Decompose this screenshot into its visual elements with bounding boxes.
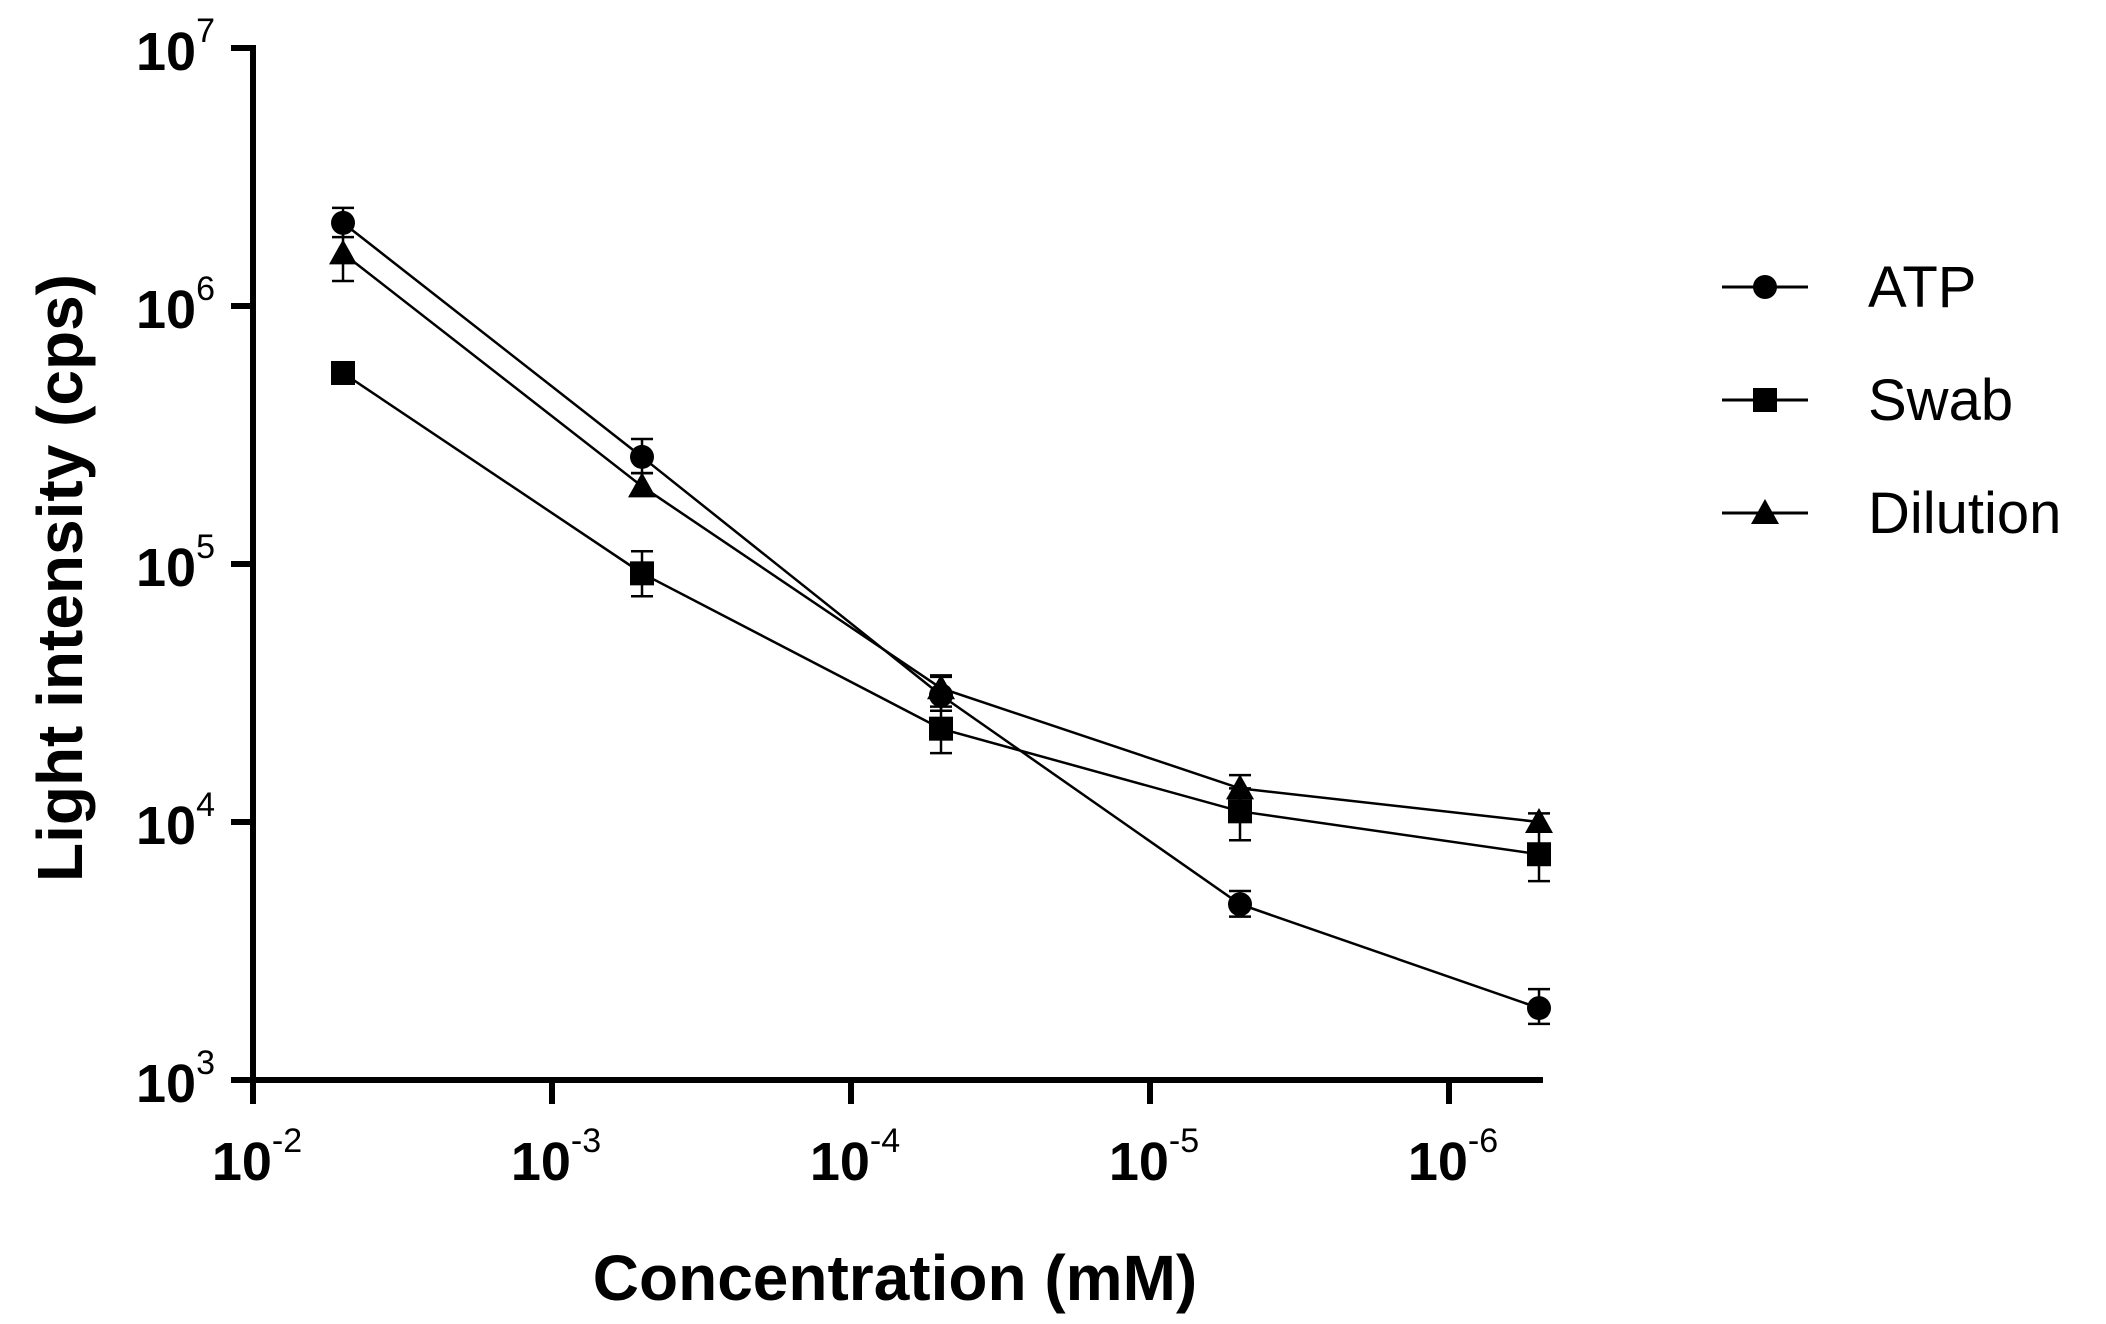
- y-tick-base: 10: [136, 538, 196, 598]
- y-tick-label: 104: [136, 786, 215, 856]
- data-point-atp: [331, 210, 356, 235]
- x-tick-base: 10: [1408, 1132, 1468, 1192]
- x-tick-base: 10: [1109, 1132, 1169, 1192]
- x-tick-base: 10: [810, 1132, 870, 1192]
- x-axis-ticks: 10-2 10-3 10-4 10-5 10-6: [212, 1080, 1498, 1192]
- series-atp: [331, 206, 1552, 1026]
- legend-item-dilution: Dilution: [1722, 481, 2061, 546]
- y-tick-base: 10: [136, 796, 196, 856]
- y-tick-label: 105: [136, 528, 215, 598]
- x-tick-label: 10-5: [1109, 1122, 1199, 1192]
- legend-label-swab: Swab: [1868, 368, 2013, 433]
- data-point-dilution: [329, 239, 358, 265]
- data-point-dilution: [1226, 774, 1255, 800]
- data-point-atp: [630, 444, 655, 469]
- y-tick-base: 10: [136, 1054, 196, 1114]
- data-point-atp: [1527, 996, 1552, 1021]
- legend-item-atp: ATP: [1722, 255, 1977, 320]
- data-point-swab: [1228, 799, 1253, 824]
- x-tick-label: 10-3: [511, 1122, 601, 1192]
- y-tick-exponent: 5: [196, 528, 215, 566]
- x-tick-label: 10-4: [810, 1122, 900, 1192]
- y-tick-label: 107: [136, 12, 215, 82]
- x-tick-label: 10-6: [1408, 1122, 1498, 1192]
- y-axis-title: Light intensity (cps): [24, 274, 96, 882]
- series-layer: [329, 206, 1554, 1026]
- series-line-atp: [342, 221, 1540, 1010]
- x-axis-title: Concentration (mM): [593, 1242, 1197, 1314]
- data-point-swab: [630, 561, 655, 586]
- x-tick-exponent: -4: [870, 1122, 900, 1160]
- x-tick-base: 10: [212, 1132, 272, 1192]
- legend-item-swab: Swab: [1722, 368, 2013, 433]
- x-tick-exponent: -2: [272, 1122, 302, 1160]
- legend-label-atp: ATP: [1868, 255, 1977, 320]
- y-tick-exponent: 3: [196, 1044, 215, 1082]
- data-point-dilution: [1525, 808, 1554, 833]
- data-point-swab: [929, 716, 954, 741]
- y-tick-label: 103: [136, 1044, 215, 1114]
- data-point-swab: [1527, 842, 1552, 867]
- legend-marker-dilution: [1751, 499, 1779, 524]
- y-tick-base: 10: [136, 280, 196, 340]
- series-dilution: [329, 224, 1554, 833]
- axes: [250, 45, 1543, 1083]
- x-tick-label: 10-2: [212, 1122, 302, 1192]
- x-tick-exponent: -5: [1169, 1122, 1199, 1160]
- x-tick-exponent: -6: [1468, 1122, 1498, 1160]
- legend-marker-swab: [1753, 388, 1777, 412]
- legend: ATP Swab Dilution: [1722, 255, 2061, 546]
- data-point-dilution: [927, 674, 956, 700]
- series-line-swab: [342, 371, 1540, 856]
- legend-marker-atp: [1753, 275, 1777, 299]
- x-tick-exponent: -3: [571, 1122, 601, 1160]
- y-tick-base: 10: [136, 22, 196, 82]
- y-tick-exponent: 7: [196, 12, 215, 50]
- data-point-swab: [331, 360, 356, 385]
- y-tick-label: 106: [136, 270, 215, 340]
- legend-label-dilution: Dilution: [1868, 481, 2061, 546]
- y-tick-exponent: 4: [196, 786, 215, 824]
- y-tick-exponent: 6: [196, 270, 215, 308]
- data-point-atp: [1228, 892, 1253, 917]
- data-point-dilution: [628, 472, 657, 498]
- x-tick-base: 10: [511, 1132, 571, 1192]
